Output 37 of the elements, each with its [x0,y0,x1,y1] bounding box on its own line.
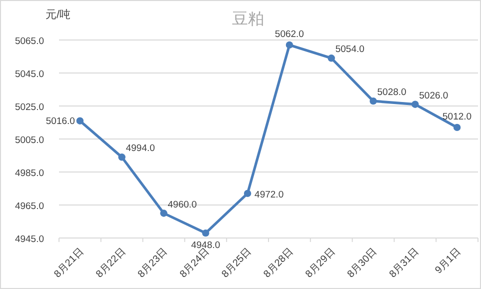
data-label: 4972.0 [254,189,284,200]
point [160,210,168,217]
data-label: 4994.0 [126,143,155,154]
y-tick-label: 5005.0 [14,135,44,146]
point [286,41,294,49]
data-label: 5028.0 [377,87,406,98]
x-tick-label: 8月30日 [346,246,380,280]
x-tick-label: 9月1日 [433,246,464,276]
x-tick-label: 8月25日 [220,246,254,280]
y-tick-label: 4965.0 [14,201,44,212]
x-tick-label: 8月23日 [136,246,170,280]
point [76,117,84,124]
data-label: 5026.0 [419,90,448,102]
point [370,97,377,105]
x-tick-label: 8月31日 [388,246,422,280]
title: 豆粕 [232,11,264,28]
point [328,54,335,62]
y-tick-label: 5025.0 [14,102,44,113]
y-axis-title: 元/吨 [45,8,71,21]
y-tick-label: 5065.0 [14,36,44,47]
point [244,190,252,198]
data-label: 4960.0 [168,199,197,210]
point [412,100,419,108]
data-label: 5012.0 [442,111,472,122]
y-tick-label: 5045.0 [14,69,44,80]
x-tick-label: 8月22日 [94,246,128,280]
data-label: 5062.0 [274,28,304,40]
x-tick-label: 8月29日 [304,246,338,280]
point [202,229,210,237]
data-label: 5054.0 [335,44,364,56]
data-label: 5016.0 [46,116,75,127]
x-tick-label: 8月21日 [52,246,86,280]
point [118,154,126,161]
x-tick-label: 8月28日 [262,246,296,280]
y-tick-label: 4985.0 [14,168,44,179]
y-tick-label: 4945.0 [14,234,44,245]
point [453,124,461,132]
